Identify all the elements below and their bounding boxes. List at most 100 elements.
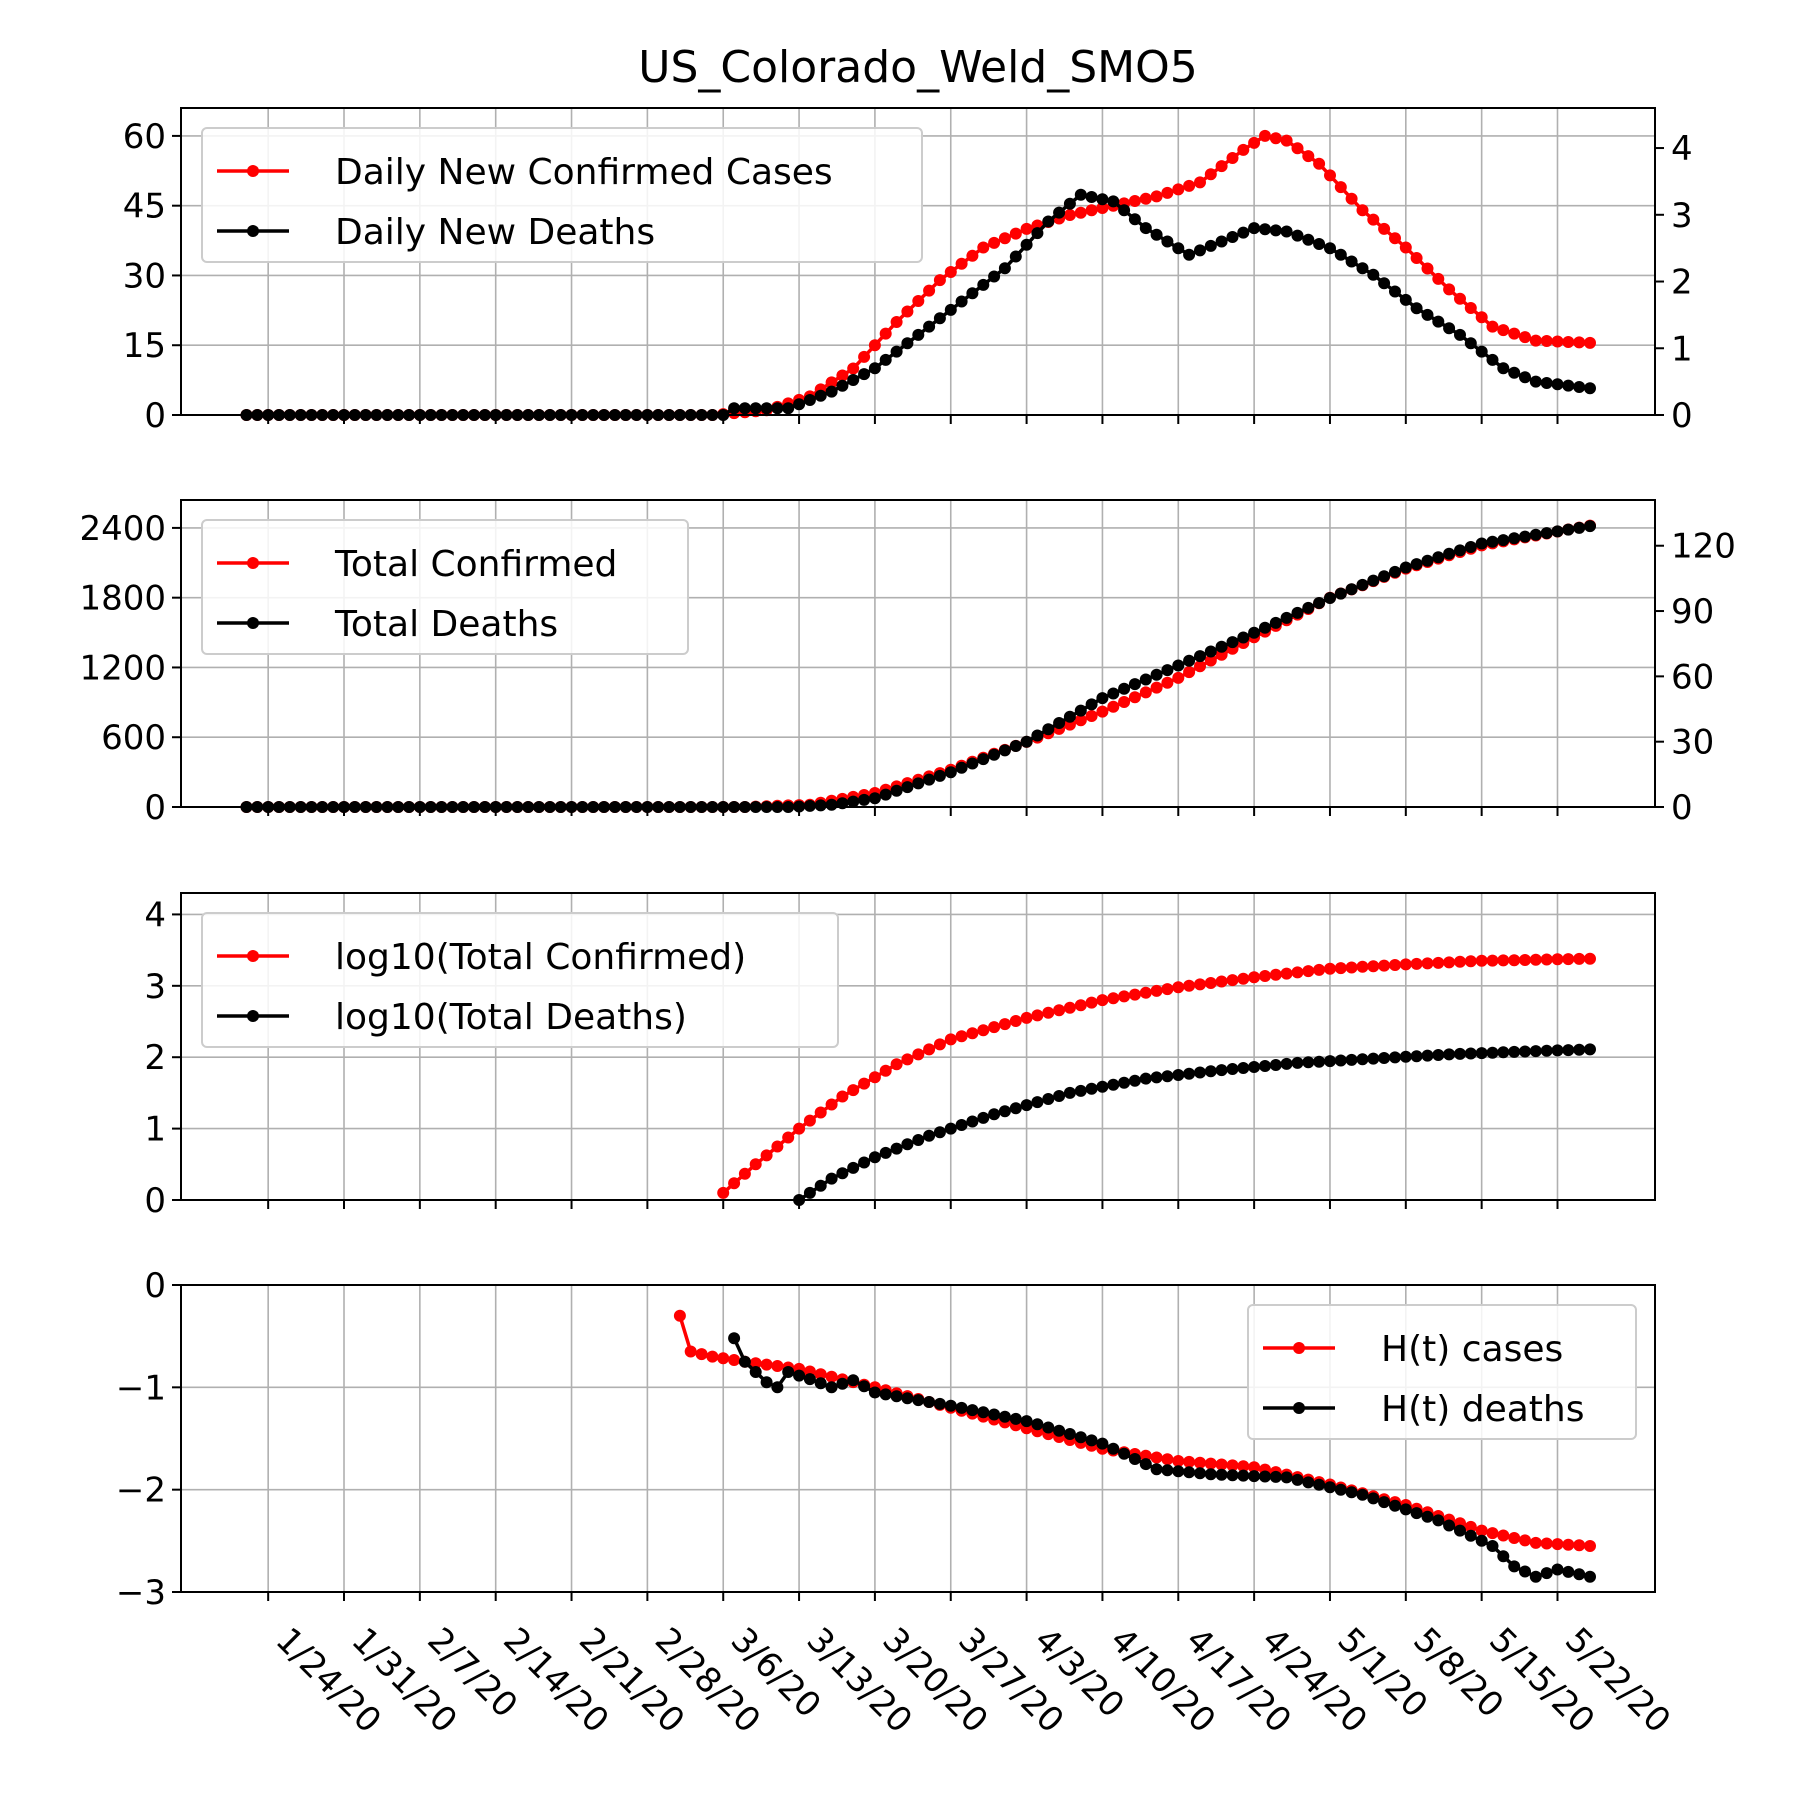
data-point [977,1024,990,1037]
data-point [1139,673,1152,686]
data-point [1194,1467,1206,1480]
data-point [728,1177,741,1190]
data-point [1345,961,1358,974]
data-point [1443,283,1456,296]
data-point [1215,640,1228,653]
data-point [1237,972,1250,985]
data-point [1150,1071,1163,1084]
data-point [1475,311,1488,324]
data-point [1259,1470,1271,1483]
data-point [793,398,806,411]
data-point [782,402,795,415]
data-point [1313,1055,1326,1068]
data-point [1378,1052,1391,1064]
data-point [977,753,990,766]
data-point [998,1410,1011,1423]
data-point [1562,379,1575,392]
data-point [1226,1063,1239,1075]
data-point [825,385,838,398]
panel-4: 0 −1 −2 −3 H(t) cases H(t) deaths [116,1266,1656,1613]
data-point [836,369,849,382]
data-point [998,1018,1011,1031]
data-point [1074,714,1087,727]
chart-title: US_Colorado_Weld_SMO5 [638,42,1198,93]
legend-label: Total Confirmed [334,544,617,585]
data-point [1345,192,1358,205]
data-point [1378,222,1391,235]
data-point [847,1374,860,1387]
data-point [1280,1057,1293,1070]
data-point [1345,1053,1358,1066]
data-point [1475,954,1488,967]
data-point [1237,631,1250,644]
data-point [1454,1524,1466,1537]
legend-swatch-marker [1293,1342,1305,1354]
data-point [1172,981,1185,994]
data-point [1529,953,1542,966]
data-point [1486,320,1499,333]
data-point [793,1369,806,1382]
data-point [1486,1527,1499,1540]
data-point [933,1126,946,1139]
data-point [923,320,936,333]
data-point [1063,197,1076,210]
data-point [847,374,860,386]
data-point [1367,1492,1380,1505]
data-point [1313,157,1326,170]
data-point [760,1149,773,1162]
y-tick-label: 1800 [79,579,166,619]
data-point [771,402,784,415]
data-point [1508,1560,1521,1573]
y-tick-label: −1 [116,1368,166,1408]
axes-frame [180,1284,1656,1593]
legend-label: Total Deaths [334,604,558,645]
data-point [1118,990,1131,1003]
data-point [988,1108,1001,1121]
data-point [1508,366,1521,379]
data-point [1291,1056,1304,1069]
data-point [1226,1459,1239,1472]
data-point [1410,558,1423,571]
data-point [890,1390,903,1403]
y-tick-label: −2 [116,1471,166,1511]
data-point [1497,362,1510,375]
data-point [1150,984,1163,997]
data-point [1313,1478,1326,1491]
data-point [1497,1529,1510,1542]
data-point [825,376,838,389]
data-point [1551,1044,1564,1057]
data-point [1248,626,1261,639]
data-point [1291,142,1304,155]
data-point [1378,959,1391,972]
data-point [1128,195,1141,207]
data-point [803,394,816,406]
data-point [771,1381,784,1394]
data-point [944,266,957,278]
data-point [1367,1052,1380,1065]
legend-box [201,519,689,655]
y-tick-label: 3 [144,967,166,1007]
data-point [1259,621,1271,634]
data-point [1454,1047,1466,1060]
data-point [1291,1473,1304,1486]
data-point [1280,1471,1293,1484]
legend-swatch-marker [247,950,259,962]
data-point [923,1396,936,1408]
data-point [1486,1046,1499,1059]
data-point [1584,1043,1596,1056]
data-point [1378,277,1391,290]
data-point [760,402,773,415]
data-point [1302,233,1315,246]
data-point [933,1038,946,1051]
data-point [1009,1015,1022,1027]
data-point [1194,978,1206,991]
data-point [1280,967,1293,980]
data-point [1313,597,1326,609]
data-point [1161,1453,1174,1466]
data-point [1096,692,1109,705]
data-point [955,1401,968,1414]
data-point [1562,523,1575,536]
data-point [1042,1421,1055,1434]
data-point [1042,1006,1055,1019]
data-point [1096,705,1109,718]
